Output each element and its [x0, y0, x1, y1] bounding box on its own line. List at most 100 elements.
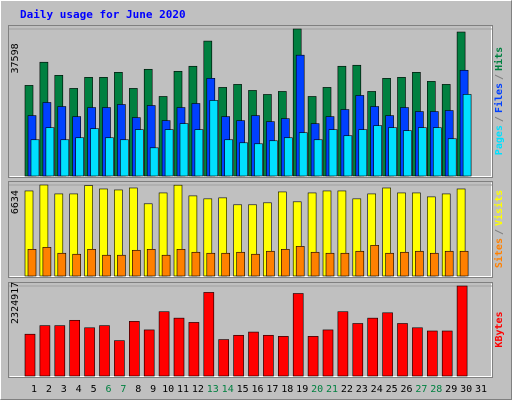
bar — [224, 139, 233, 177]
bar — [84, 327, 95, 377]
bar — [45, 127, 55, 177]
bar — [358, 129, 368, 177]
legend-entry: Pages — [494, 125, 505, 155]
x-tick-label: 5 — [91, 384, 97, 395]
chart-title: Daily usage for June 2020 — [20, 8, 186, 21]
bar — [400, 251, 409, 277]
bar — [129, 321, 140, 377]
bar — [209, 100, 219, 177]
bar — [367, 317, 379, 377]
bar — [203, 292, 215, 377]
legend: Pages / Files / Hits — [493, 47, 505, 155]
bar — [194, 129, 204, 177]
bar — [415, 250, 424, 277]
bar — [459, 250, 469, 277]
bar — [370, 245, 380, 277]
bar — [233, 334, 244, 377]
legend-separator: / — [494, 116, 505, 122]
legend-entry: Sites — [493, 238, 505, 268]
panel-edge — [9, 182, 492, 277]
bar — [102, 254, 111, 277]
bar — [462, 94, 472, 177]
bar — [188, 322, 200, 377]
x-tick-label: 17 — [266, 384, 278, 395]
bar — [397, 323, 408, 377]
bar — [87, 248, 96, 277]
bar — [382, 312, 393, 377]
bar — [99, 325, 110, 377]
bar — [60, 139, 70, 177]
x-tick-label: 13 — [207, 384, 219, 395]
bar — [337, 311, 349, 377]
bar — [54, 325, 66, 377]
legend-entry: Files — [493, 83, 505, 113]
bar — [57, 252, 67, 277]
bar — [429, 252, 439, 277]
bar — [340, 252, 350, 277]
x-tick-label: 10 — [162, 384, 174, 395]
legend-separator: / — [494, 229, 505, 235]
bar — [441, 330, 453, 377]
bar — [114, 340, 125, 377]
x-tick-label: 7 — [120, 384, 126, 395]
bar — [161, 254, 171, 277]
panel-edge — [9, 283, 492, 377]
x-tick-label: 24 — [371, 384, 383, 395]
bar — [27, 248, 37, 277]
bar — [236, 251, 245, 277]
bar — [149, 147, 159, 177]
bar — [90, 128, 99, 177]
y-tick-label: 2324917 — [10, 282, 21, 324]
x-tick-label: 3 — [61, 384, 67, 395]
bar — [307, 336, 319, 377]
bar — [218, 339, 229, 377]
bar — [426, 330, 438, 377]
x-tick-label: 21 — [326, 384, 338, 395]
bar — [24, 333, 36, 377]
bar — [105, 137, 114, 177]
bar — [322, 329, 334, 377]
legend-entry: Visits — [493, 190, 505, 226]
bar — [135, 129, 144, 177]
x-tick-label: 6 — [105, 384, 111, 395]
bar — [280, 248, 290, 277]
bar — [325, 252, 335, 277]
x-tick-label: 30 — [460, 384, 472, 395]
x-tick-label: 9 — [150, 384, 156, 395]
bar — [75, 137, 84, 177]
bar — [120, 139, 129, 177]
x-tick-label: 1 — [31, 384, 37, 395]
bar — [343, 135, 353, 177]
bar — [143, 329, 155, 377]
bar — [251, 253, 260, 277]
bar — [412, 327, 423, 377]
x-tick-label: 28 — [430, 384, 442, 395]
y-tick-label: 37598 — [10, 43, 21, 73]
bar — [269, 140, 278, 177]
x-tick-label: 22 — [341, 384, 353, 395]
bar — [295, 246, 305, 277]
x-tick-label: 31 — [475, 384, 487, 395]
bar — [248, 331, 259, 377]
x-tick-label: 27 — [415, 384, 427, 395]
bar — [173, 317, 185, 377]
bar — [263, 334, 274, 377]
bar — [72, 253, 81, 277]
x-tick-label: 8 — [135, 384, 141, 395]
bar — [418, 127, 427, 177]
bar — [292, 293, 304, 377]
x-tick-label: 15 — [237, 384, 249, 395]
bar — [221, 252, 230, 277]
bar — [206, 252, 216, 277]
bar — [117, 254, 126, 277]
legend: KBytes — [494, 311, 505, 347]
bar — [313, 139, 323, 177]
bar — [355, 250, 365, 277]
x-tick-label: 26 — [400, 384, 412, 395]
x-tick-label: 12 — [192, 384, 204, 395]
x-tick-label: 25 — [386, 384, 398, 395]
x-tick-label: 18 — [281, 384, 293, 395]
bar — [432, 127, 442, 177]
